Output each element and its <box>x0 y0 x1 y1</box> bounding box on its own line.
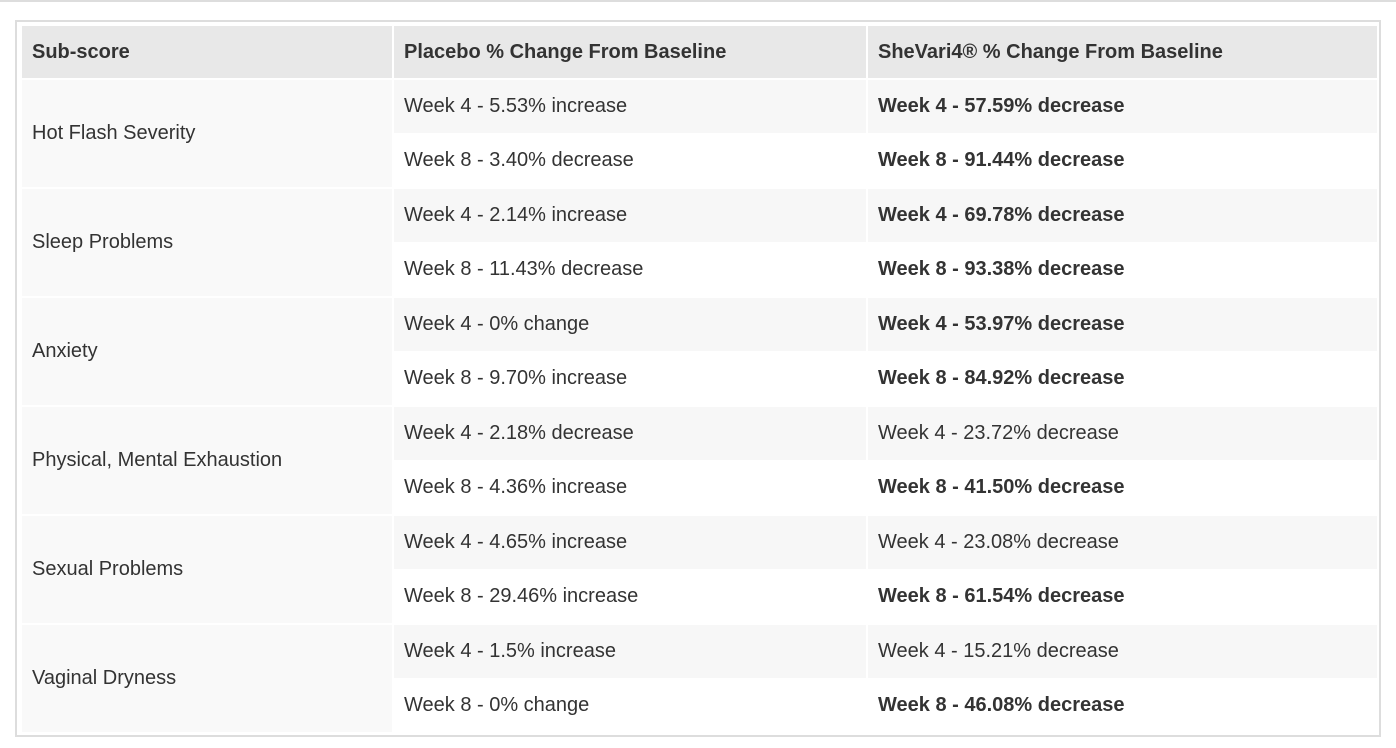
header-cell: SheVari4® % Change From Baseline <box>868 26 1377 78</box>
table-row: Hot Flash Severity Week 4 - 5.53% increas… <box>22 80 1377 187</box>
shevari-cell: Week 8 - 91.44% decrease <box>868 134 1377 187</box>
shevari-cell: Week 4 - 15.21% decrease <box>868 625 1377 678</box>
subscore-cell: Sleep Problems <box>22 189 392 296</box>
header-row: Sub-score Placebo % Change From Baseline… <box>22 26 1377 78</box>
placebo-cell: Week 8 - 3.40% decrease <box>394 134 866 187</box>
header-cell: Sub-score <box>22 26 392 78</box>
shevari-cell: Week 4 - 57.59% decrease <box>868 80 1377 133</box>
shevari-cell: Week 8 - 93.38% decrease <box>868 243 1377 296</box>
table: Sub-score Placebo % Change From Baseline… <box>20 24 1379 734</box>
placebo-cell: Week 4 - 2.14% increase <box>394 189 866 242</box>
shevari-cell: Week 8 - 61.54% decrease <box>868 570 1377 623</box>
shevari-cell: Week 4 - 23.72% decrease <box>868 407 1377 460</box>
table-row: Week 8 - 9.70% increase Week 8 - 84.92% d… <box>22 352 1377 405</box>
placebo-cell: Week 4 - 0% change <box>394 298 866 351</box>
table-row: Physical, Mental Exhaustion Week 4 - 2.18… <box>22 407 1377 514</box>
subscore-cell: Hot Flash Severity <box>22 80 392 187</box>
subscore-cell: Physical, Mental Exhaustion <box>22 407 392 514</box>
placebo-cell: Week 4 - 2.18% decrease <box>394 407 866 460</box>
table-row: Week 8 - 3.40% decrease Week 8 - 91.44% d… <box>22 134 1377 187</box>
table-row: Week 8 - 0% change Week 8 - 46.08% decrea… <box>22 679 1377 732</box>
table-container: Sub-score Placebo % Change From Baseline… <box>15 20 1381 737</box>
placebo-cell: Week 4 - 4.65% increase <box>394 516 866 569</box>
placebo-cell: Week 4 - 1.5% increase <box>394 625 866 678</box>
table-row: Week 8 - 11.43% decrease Week 8 - 93.38% … <box>22 243 1377 296</box>
shevari-cell: Week 4 - 69.78% decrease <box>868 189 1377 242</box>
table-row: Anxiety Week 4 - 0% change Week 4 - 53.97%… <box>22 298 1377 405</box>
subscore-cell: Anxiety <box>22 298 392 405</box>
table-row: Week 8 - 4.36% increase Week 8 - 41.50% d… <box>22 461 1377 514</box>
divider <box>0 0 1396 2</box>
placebo-cell: Week 4 - 5.53% increase <box>394 80 866 133</box>
shevari-cell: Week 8 - 84.92% decrease <box>868 352 1377 405</box>
placebo-cell: Week 8 - 29.46% increase <box>394 570 866 623</box>
placebo-cell: Week 8 - 11.43% decrease <box>394 243 866 296</box>
table-row: Vaginal Dryness Week 4 - 1.5% increase Wee… <box>22 625 1377 732</box>
placebo-cell: Week 8 - 0% change <box>394 679 866 732</box>
table-row: Week 8 - 29.46% increase Week 8 - 61.54% … <box>22 570 1377 623</box>
shevari-cell: Week 4 - 23.08% decrease <box>868 516 1377 569</box>
shevari-cell: Week 8 - 41.50% decrease <box>868 461 1377 514</box>
placebo-cell: Week 8 - 4.36% increase <box>394 461 866 514</box>
shevari-cell: Week 8 - 46.08% decrease <box>868 679 1377 732</box>
table-row: Sleep Problems Week 4 - 2.14% increase Wee… <box>22 189 1377 296</box>
subscore-cell: Sexual Problems <box>22 516 392 623</box>
subscore-cell: Vaginal Dryness <box>22 625 392 732</box>
placebo-cell: Week 8 - 9.70% increase <box>394 352 866 405</box>
table-row: Sexual Problems Week 4 - 4.65% increase We… <box>22 516 1377 623</box>
header-cell: Placebo % Change From Baseline <box>394 26 866 78</box>
table-body: Hot Flash Severity Week 4 - 5.53% increas… <box>22 80 1377 732</box>
shevari-cell: Week 4 - 53.97% decrease <box>868 298 1377 351</box>
